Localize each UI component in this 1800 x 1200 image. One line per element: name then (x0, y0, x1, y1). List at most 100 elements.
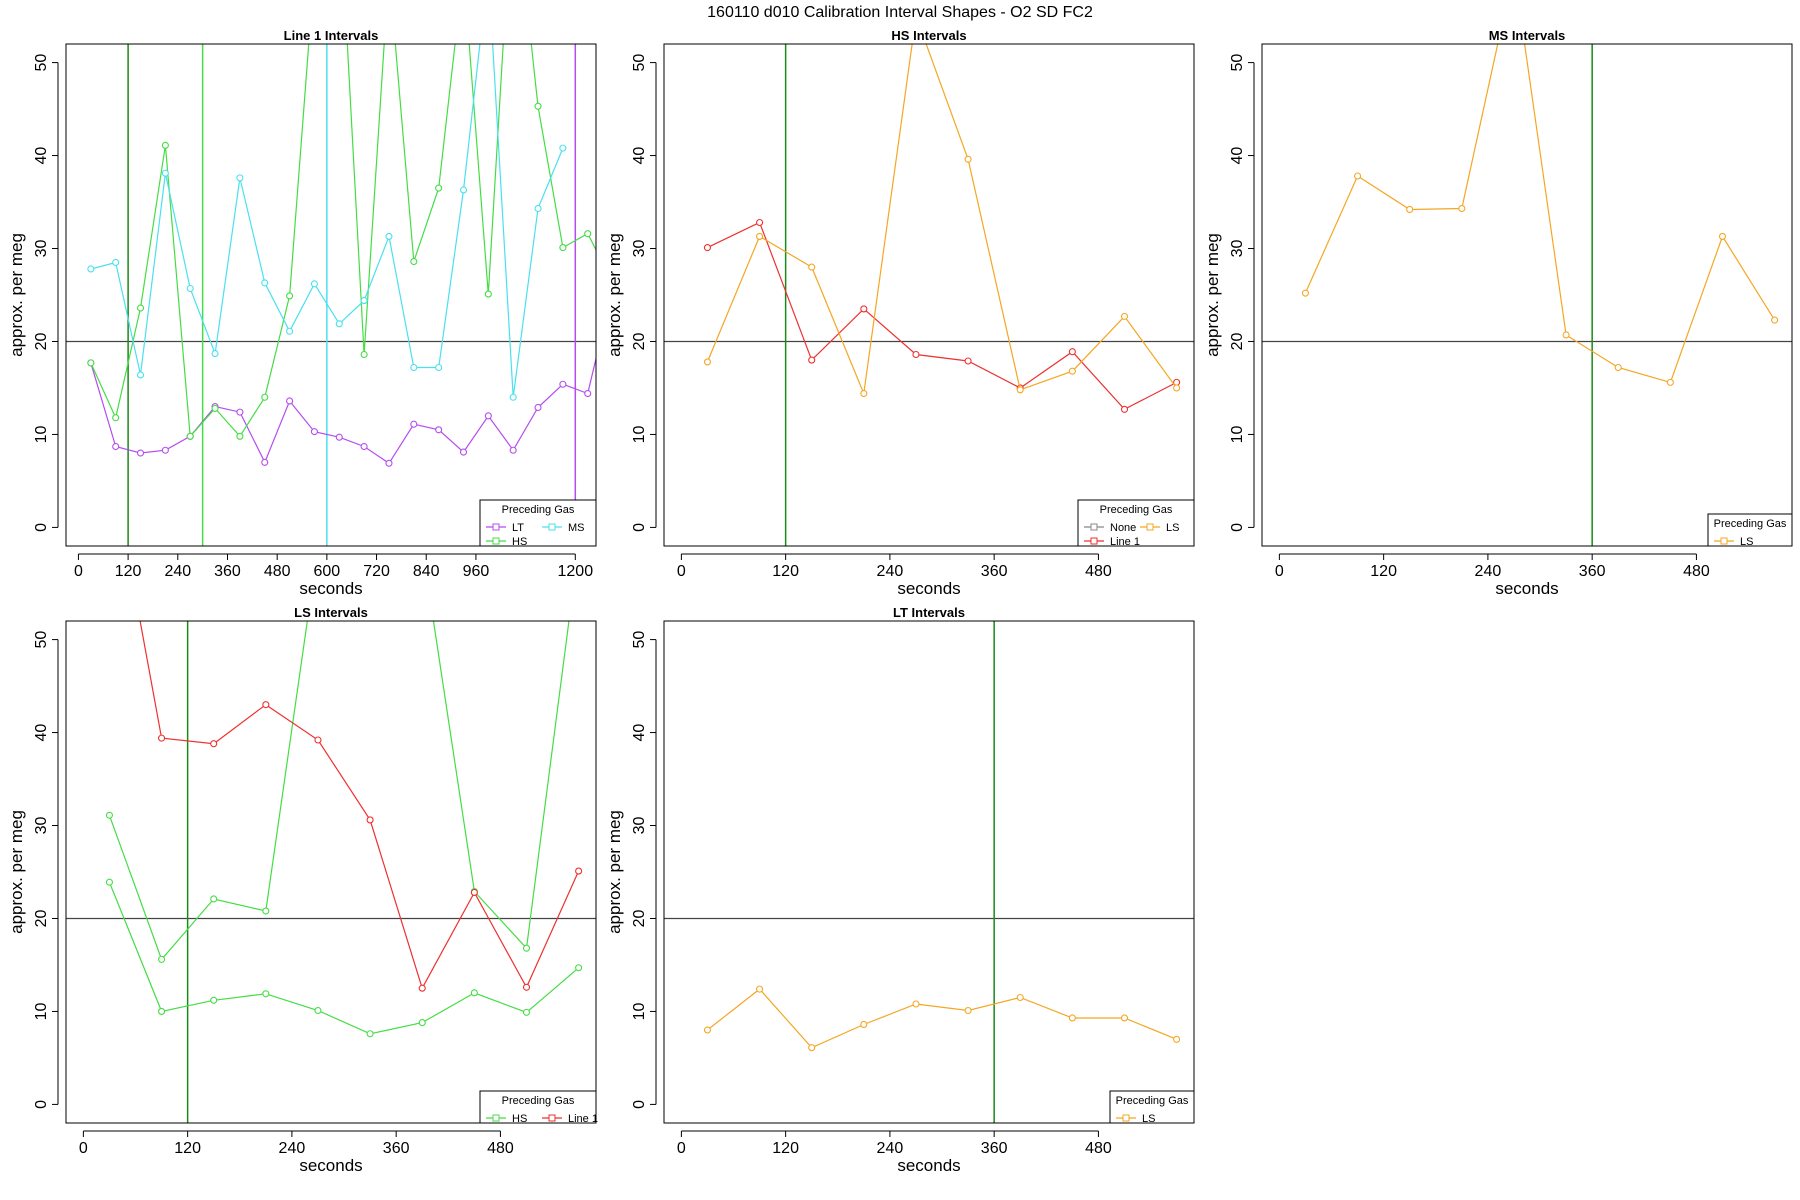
data-point (158, 734, 166, 742)
x-axis-label: seconds (299, 579, 362, 598)
y-tick-label: 50 (1229, 54, 1246, 72)
series-line-hs (108, 621, 570, 961)
series-group (87, 44, 603, 467)
plot-frame (1261, 43, 1793, 547)
legend-entry: LS (1166, 522, 1179, 534)
data-point (1120, 312, 1129, 320)
legend: Preceding Gas LT HS MS (479, 499, 597, 548)
data-point (808, 1044, 816, 1052)
data-point (236, 408, 244, 416)
y-tick-label: 40 (631, 724, 648, 742)
data-point (703, 358, 711, 366)
legend-marker (1146, 523, 1154, 531)
data-point (161, 169, 169, 177)
data-point (808, 263, 816, 271)
legend-marker (1090, 523, 1098, 531)
data-point (112, 442, 120, 451)
y-tick-label: 30 (1229, 240, 1246, 258)
data-point (360, 350, 368, 359)
series-group (703, 985, 1181, 1052)
data-point (286, 292, 294, 300)
data-point (756, 218, 764, 227)
data-point (261, 393, 269, 401)
data-point (136, 449, 145, 457)
data-point (860, 389, 868, 398)
data-point (210, 996, 218, 1004)
data-point (597, 338, 603, 344)
data-point (210, 895, 218, 903)
data-point (210, 740, 218, 748)
y-tick-label: 30 (33, 817, 50, 835)
legend-title: Preceding Gas (1714, 518, 1787, 530)
series-line-ms (90, 44, 564, 398)
data-point (1562, 331, 1570, 339)
panel-title: Line 1 Intervals (284, 28, 379, 43)
legend-entry: HS (512, 536, 527, 548)
legend: Preceding Gas LS (1109, 1090, 1195, 1125)
panel-title: MS Intervals (1489, 28, 1566, 43)
data-point (410, 257, 418, 266)
x-tick-label: 360 (981, 563, 1008, 580)
data-point (1614, 363, 1622, 372)
data-point (522, 1008, 531, 1016)
data-point (105, 878, 113, 886)
y-tick-label: 40 (33, 724, 50, 742)
legend-marker (548, 523, 556, 531)
legend: Preceding Gas HS Line 1 (479, 1090, 598, 1125)
data-point (1016, 993, 1024, 1002)
data-point (211, 350, 219, 358)
data-point (1771, 316, 1779, 324)
panel-title: LT Intervals (893, 605, 965, 620)
y-tick-label: 50 (33, 631, 50, 649)
x-tick-label: 360 (214, 563, 241, 580)
data-point (211, 404, 219, 412)
y-tick-label: 50 (33, 54, 50, 72)
x-tick-label: 1200 (558, 563, 594, 580)
data-point (435, 363, 443, 372)
x-tick-label: 0 (677, 563, 686, 580)
series-group (1301, 44, 1779, 386)
data-point (87, 359, 95, 367)
legend-entry: Line 1 (1110, 536, 1140, 548)
data-point (360, 297, 368, 305)
y-axis-label: approx. per meg (605, 810, 624, 934)
series-group (105, 544, 583, 1038)
y-tick-label: 20 (1229, 332, 1246, 350)
figure-suptitle: 160110 d010 Calibration Interval Shapes … (707, 4, 1093, 21)
y-tick-label: 10 (1229, 425, 1246, 443)
data-point (470, 989, 478, 997)
y-axis-label: approx. per meg (1203, 233, 1222, 357)
x-axis-label: seconds (299, 1156, 362, 1175)
x-tick-label: 240 (877, 1140, 904, 1157)
series-line-hs (108, 881, 579, 1035)
data-point (534, 204, 542, 213)
legend-marker (492, 537, 500, 545)
y-tick-label: 40 (33, 147, 50, 165)
x-tick-label: 120 (115, 563, 142, 580)
data-point (756, 232, 764, 240)
series-line-line-1 (707, 221, 1177, 411)
data-point (522, 983, 531, 991)
data-point (484, 412, 492, 420)
plot-frame (65, 620, 597, 1124)
data-point (597, 255, 603, 261)
data-point (261, 458, 269, 466)
data-point (161, 446, 169, 454)
legend-title: Preceding Gas (1116, 1095, 1189, 1107)
data-point (418, 1019, 426, 1027)
legend-title: Preceding Gas (502, 1095, 575, 1107)
series-line-hs (90, 44, 596, 438)
legend-marker (492, 523, 500, 531)
data-point (1068, 1014, 1076, 1022)
data-point (310, 428, 318, 436)
legend-marker (1720, 537, 1728, 545)
data-point (559, 244, 567, 252)
data-point (522, 944, 531, 952)
data-point (1068, 367, 1076, 375)
series-group (703, 44, 1181, 413)
data-point (419, 544, 425, 550)
panel-title: HS Intervals (891, 28, 966, 43)
data-point (559, 144, 567, 152)
data-point (1120, 405, 1129, 413)
y-tick-label: 0 (33, 1100, 50, 1109)
